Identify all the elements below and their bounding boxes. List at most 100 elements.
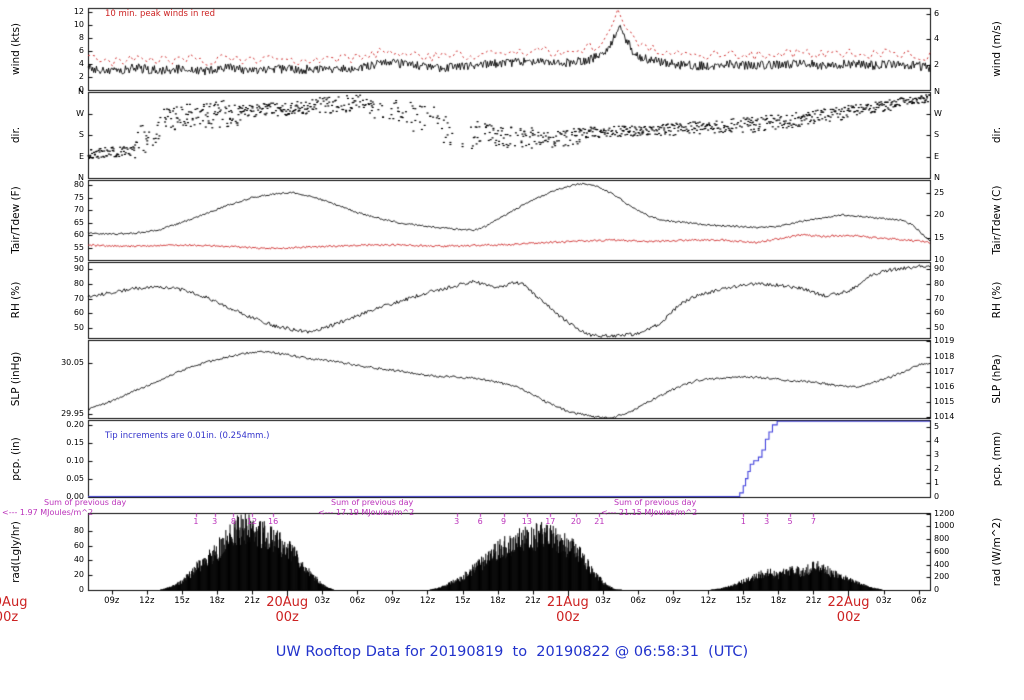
pcp-left-tick-label: 0.15	[66, 438, 84, 448]
wind-right-tick-label: 4	[934, 34, 940, 44]
dir-right-tick-label: W	[934, 108, 942, 118]
tair-left-tick-label: 50	[73, 255, 84, 264]
rad-cum-sum-mark: 3	[212, 517, 218, 526]
x-tick-label: 21z	[805, 596, 822, 606]
rad-right-tick-label: 800	[934, 534, 950, 544]
rh-left-tick-label: 60	[73, 308, 84, 318]
x-tick-label: 21z	[244, 596, 260, 606]
pcp-right-axis-title: pcp. (mm)	[990, 431, 1003, 486]
rad-cum-sum-mark: 1	[740, 517, 746, 526]
slp-right-tick-label: 1014	[934, 412, 955, 422]
tip-increment-note: Tip increments are 0.01in. (0.254mm.)	[105, 431, 270, 441]
rad-cum-sum-mark: 20	[570, 517, 582, 526]
pcp-left-tick-label: 0.20	[66, 420, 84, 430]
pcp-left-tick-label: 0.05	[66, 474, 84, 484]
rad-cum-sum-mark: 12	[246, 517, 258, 526]
day-label: 22Aug	[827, 595, 870, 610]
x-tick-label: 06z	[911, 596, 927, 606]
slp-right-axis-title: SLP (hPa)	[990, 354, 1003, 404]
rad-cum-sum-mark: 7	[810, 517, 816, 526]
rh-right-tick-label: 50	[934, 322, 945, 332]
pcp-right-tick-label: 5	[934, 421, 940, 431]
tair-left-tick-label: 65	[73, 217, 84, 227]
x-tick-label: 15z	[174, 596, 190, 606]
x-tick-label: 12z	[700, 596, 716, 606]
slp-left-tick-label: 30.05	[61, 357, 84, 367]
slp-right-tick-label: 1016	[934, 381, 955, 391]
day-sum-value: <--- 17.19 MJoules/m^2	[318, 508, 415, 517]
rad-right-tick-label: 0	[934, 585, 940, 594]
rad-cum-sum-mark: 13	[521, 517, 532, 526]
x-tick-label: 15z	[735, 596, 751, 606]
wind-left-tick-label: 10	[73, 19, 84, 29]
dir-right-tick-label: N	[934, 87, 940, 96]
rad-left-axis-title: rad(Lgly/hr)	[9, 520, 22, 583]
rh-right-tick-label: 80	[934, 278, 945, 288]
rad-cum-sum-mark: 9	[500, 517, 507, 526]
tair-right-tick-label: 20	[934, 210, 945, 219]
tair-left-tick-label: 55	[73, 242, 84, 252]
rad-right-tick-label: 600	[934, 546, 950, 556]
rad-right-axis-title: rad (W/m^2)	[990, 517, 1003, 586]
pcp-right-tick-label: 4	[934, 435, 940, 445]
rh-left-tick-label: 80	[73, 278, 84, 288]
rh-left-axis-title: RH (%)	[9, 281, 22, 319]
x-tick-label: 09z	[665, 596, 681, 606]
pcp-right-tick-label: 2	[934, 463, 940, 473]
day-label: 00z	[0, 610, 19, 625]
dir-right-axis-title: dir.	[990, 126, 1003, 144]
tair-left-tick-label: 70	[73, 205, 84, 214]
day-label: 00z	[556, 610, 580, 625]
day-sum-label: Sum of previous day	[44, 498, 127, 507]
day-label: 00z	[275, 610, 299, 625]
x-tick-label: 03z	[595, 596, 611, 606]
tair-right-tick-label: 15	[934, 232, 945, 242]
x-tick-label: 12z	[419, 596, 436, 606]
slp-right-tick-label: 1018	[934, 351, 955, 361]
dir-right-tick-label: N	[934, 173, 940, 182]
tair-right-tick-label: 10	[934, 255, 945, 264]
wind-left-tick-label: 0	[78, 85, 84, 94]
dir-left-tick-label: W	[76, 108, 84, 118]
wind-left-tick-label: 8	[78, 32, 84, 42]
dir-right-tick-label: E	[934, 151, 940, 161]
dir-left-axis-title: dir.	[9, 126, 22, 144]
day-sum-label: Sum of previous day	[614, 498, 697, 507]
rad-left-tick-label: 60	[73, 540, 84, 550]
dir-left-tick-label: S	[78, 130, 84, 139]
x-tick-label: 06z	[349, 596, 365, 606]
x-tick-label: 12z	[139, 596, 155, 606]
wind-left-tick-label: 4	[78, 58, 84, 68]
rad-cum-sum-mark: 8	[230, 517, 236, 526]
x-tick-label: 06z	[630, 596, 646, 606]
x-tick-label: 18z	[490, 596, 506, 606]
tair-right-axis-title: Tair/Tdew (C)	[990, 185, 1003, 255]
day-label: 21Aug	[546, 595, 589, 610]
rad-left-tick-label: 20	[73, 570, 84, 580]
wind-right-axis-title: wind (m/s)	[990, 21, 1003, 77]
dir-left-tick-label: E	[78, 151, 84, 161]
rh-right-tick-label: 90	[934, 264, 945, 274]
rad-left-tick-label: 0	[78, 585, 84, 594]
x-tick-label: 03z	[314, 596, 330, 606]
slp-right-tick-label: 1019	[934, 336, 955, 346]
day-label: 00z	[836, 610, 861, 625]
rh-left-tick-label: 50	[73, 322, 84, 332]
rh-right-tick-label: 60	[934, 308, 945, 318]
slp-right-tick-label: 1017	[934, 366, 955, 376]
day-sum-label: Sum of previous day	[331, 498, 414, 507]
rad-right-tick-label: 400	[934, 559, 950, 569]
rad-left-tick-label: 40	[73, 555, 84, 565]
rad-cum-sum-mark: 3	[764, 517, 770, 526]
peak-wind-note: 10 min. peak winds in red	[105, 9, 216, 19]
x-tick-label: 18z	[770, 596, 786, 606]
tair-left-axis-title: Tair/Tdew (F)	[9, 186, 22, 254]
rad-cum-sum-mark: 3	[454, 517, 460, 526]
rh-left-tick-label: 70	[73, 293, 84, 303]
rad-cum-sum-mark: 21	[594, 517, 605, 526]
rad-cum-sum-mark: 17	[545, 517, 556, 526]
pcp-right-tick-label: 0	[934, 492, 940, 501]
day-label: 19Aug	[0, 595, 28, 610]
